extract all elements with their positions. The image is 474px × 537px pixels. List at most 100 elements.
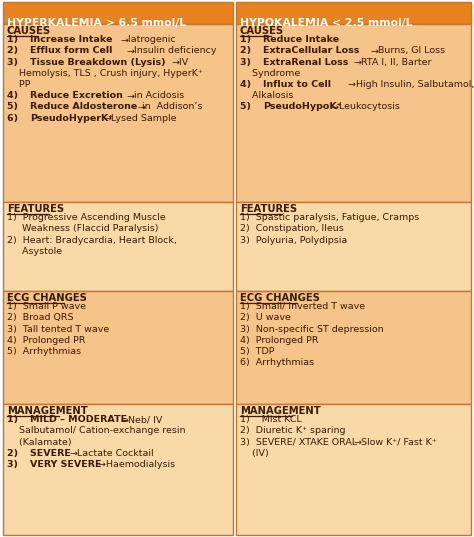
Text: →: → (347, 80, 356, 89)
Text: Asystole: Asystole (7, 247, 62, 256)
Text: →: → (120, 415, 128, 424)
Text: 2)  Broad QRS: 2) Broad QRS (7, 314, 73, 322)
Text: →: → (370, 46, 378, 55)
Text: 3): 3) (7, 460, 25, 469)
Text: ECG CHANGES: ECG CHANGES (240, 293, 320, 303)
Text: High Insulin, Salbutamol,: High Insulin, Salbutamol, (353, 80, 474, 89)
Text: Syndrome: Syndrome (240, 69, 300, 78)
Text: PseudoHypoK⁺: PseudoHypoK⁺ (263, 103, 341, 111)
Text: CAUSES: CAUSES (7, 26, 51, 36)
Text: 1): 1) (7, 415, 25, 424)
Text: 3): 3) (240, 57, 257, 67)
Bar (236, 202, 471, 291)
Text: 3): 3) (7, 57, 25, 67)
Bar (3, 291, 233, 404)
Text: →: → (69, 449, 77, 458)
Bar (236, 291, 471, 404)
Text: Hemolysis, TLS , Crush injury, HyperK⁺: Hemolysis, TLS , Crush injury, HyperK⁺ (7, 69, 203, 78)
Text: in Acidosis: in Acidosis (131, 91, 184, 100)
Text: SEVERE: SEVERE (30, 449, 74, 458)
Text: (Kalamate): (Kalamate) (7, 438, 72, 447)
Text: Haemodialysis: Haemodialysis (102, 460, 175, 469)
Text: 5)  TDP: 5) TDP (240, 347, 274, 356)
Text: Salbutamol/ Cation-exchange resin: Salbutamol/ Cation-exchange resin (7, 426, 185, 436)
Text: 1)  Small P wave: 1) Small P wave (7, 302, 86, 311)
Text: →: → (126, 91, 134, 100)
Text: 2): 2) (7, 449, 25, 458)
Text: Tissue Breakdown (Lysis): Tissue Breakdown (Lysis) (30, 57, 169, 67)
Bar (236, 404, 471, 535)
Text: Reduce Aldosterone: Reduce Aldosterone (30, 103, 140, 111)
Text: Iatrogenic: Iatrogenic (125, 35, 176, 44)
Text: →: → (98, 460, 106, 469)
Text: Insulin deficiency: Insulin deficiency (131, 46, 217, 55)
Text: FEATURES: FEATURES (7, 204, 64, 214)
Text: PseudoHyperK⁺: PseudoHyperK⁺ (30, 114, 113, 122)
Text: 3)  Polyuria, Polydipsia: 3) Polyuria, Polydipsia (240, 236, 347, 244)
Text: HYPOKALEMIA < 2.5 mmol/L: HYPOKALEMIA < 2.5 mmol/L (240, 18, 412, 28)
Text: 4)  Prolonged PR: 4) Prolonged PR (240, 336, 319, 345)
Bar (3, 2, 233, 24)
Text: →: → (126, 46, 134, 55)
Bar (3, 404, 233, 535)
Text: Burns, GI Loss: Burns, GI Loss (375, 46, 446, 55)
Text: →: → (353, 57, 361, 67)
Text: 1)  Progressive Ascending Muscle: 1) Progressive Ascending Muscle (7, 213, 166, 222)
Text: VERY SEVERE: VERY SEVERE (30, 460, 104, 469)
Text: 2): 2) (7, 46, 25, 55)
Text: Lactate Cocktail: Lactate Cocktail (74, 449, 154, 458)
Text: ECG CHANGES: ECG CHANGES (7, 293, 87, 303)
Text: 1)  Spastic paralysis, Fatigue, Cramps: 1) Spastic paralysis, Fatigue, Cramps (240, 213, 419, 222)
Text: 2)  Constipation, Ileus: 2) Constipation, Ileus (240, 224, 344, 234)
Text: ExtraRenal Loss: ExtraRenal Loss (263, 57, 351, 67)
Text: Efflux form Cell: Efflux form Cell (30, 46, 115, 55)
Text: 5): 5) (7, 103, 25, 111)
Text: 6)  Arrhythmias: 6) Arrhythmias (240, 358, 314, 367)
Text: 1): 1) (240, 35, 258, 44)
Text: 2)  Heart: Bradycardia, Heart Block,: 2) Heart: Bradycardia, Heart Block, (7, 236, 177, 244)
Text: MANAGEMENT: MANAGEMENT (7, 406, 88, 416)
Text: Slow K⁺/ Fast K⁺: Slow K⁺/ Fast K⁺ (358, 438, 437, 447)
Text: FEATURES: FEATURES (240, 204, 297, 214)
Text: Weakness (Flaccid Paralysis): Weakness (Flaccid Paralysis) (7, 224, 158, 234)
Text: →: → (353, 438, 361, 447)
Bar (3, 24, 233, 202)
Text: 2)  Diuretic K⁺ sparing: 2) Diuretic K⁺ sparing (240, 426, 346, 436)
Text: 4): 4) (7, 91, 25, 100)
Text: Alkalosis: Alkalosis (240, 91, 293, 100)
Text: Leukocytosis: Leukocytosis (336, 103, 400, 111)
Text: 4): 4) (240, 80, 258, 89)
Text: Lysed Sample: Lysed Sample (108, 114, 177, 122)
Text: →: → (171, 57, 179, 67)
Text: Influx to Cell: Influx to Cell (263, 80, 334, 89)
Text: Reduce Intake: Reduce Intake (263, 35, 339, 44)
Bar (3, 202, 233, 291)
Text: 1): 1) (7, 35, 25, 44)
Text: CAUSES: CAUSES (240, 26, 284, 36)
Text: RTA I, II, Barter: RTA I, II, Barter (358, 57, 432, 67)
Text: 5): 5) (240, 103, 257, 111)
Bar (236, 2, 471, 24)
Text: 1)    Mist KCL: 1) Mist KCL (240, 415, 302, 424)
Text: 2)  U wave: 2) U wave (240, 314, 291, 322)
Text: 3)  Non-specific ST depression: 3) Non-specific ST depression (240, 324, 383, 333)
Text: IV: IV (176, 57, 189, 67)
Text: 5)  Arrhythmias: 5) Arrhythmias (7, 347, 81, 356)
Text: 2): 2) (240, 46, 258, 55)
Text: in  Addison’s: in Addison’s (142, 103, 203, 111)
Text: 3)  SEVERE/ XTAKE ORAL: 3) SEVERE/ XTAKE ORAL (240, 438, 360, 447)
Text: 6): 6) (7, 114, 25, 122)
Text: HYPERKALEMIA > 6.5 mmol/L: HYPERKALEMIA > 6.5 mmol/L (7, 18, 186, 28)
Text: MILD – MODERATE: MILD – MODERATE (30, 415, 130, 424)
Text: (IV): (IV) (240, 449, 269, 458)
Text: PP: PP (7, 80, 30, 89)
Text: →: → (331, 103, 338, 111)
Text: Neb/ IV: Neb/ IV (125, 415, 163, 424)
Text: →: → (120, 35, 128, 44)
Text: 4)  Prolonged PR: 4) Prolonged PR (7, 336, 85, 345)
Text: →: → (137, 103, 146, 111)
Text: 3)  Tall tented T wave: 3) Tall tented T wave (7, 324, 109, 333)
Text: Reduce Excretion: Reduce Excretion (30, 91, 126, 100)
Text: MANAGEMENT: MANAGEMENT (240, 406, 321, 416)
Text: Increase Intake: Increase Intake (30, 35, 115, 44)
